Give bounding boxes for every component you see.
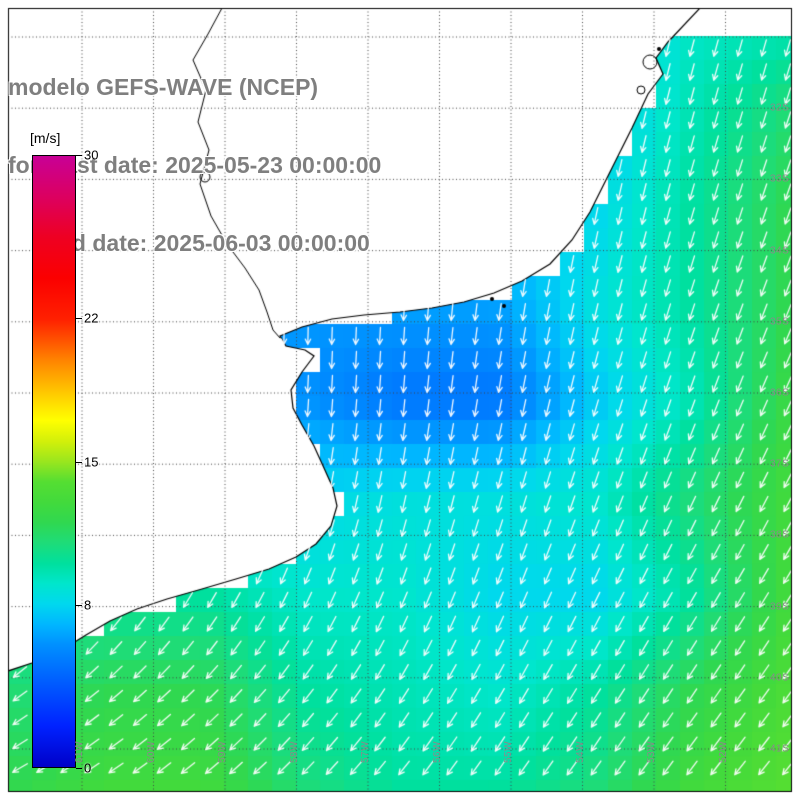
longitude-label: 54W — [574, 740, 586, 763]
longitude-label: 60W — [145, 740, 157, 763]
colorbar-tick-mark — [76, 461, 82, 463]
longitude-label: 56W — [431, 740, 443, 763]
longitude-label: 53W — [646, 740, 657, 763]
colorbar — [32, 155, 76, 768]
longitude-label: 57W — [360, 740, 371, 763]
longitude-label: 52W — [717, 740, 729, 763]
colorbar-tick-label: 22 — [84, 310, 99, 326]
latitude-label: 38S — [770, 529, 790, 541]
latitude-label: 40S — [770, 672, 790, 684]
colorbar-unit-label: [m/s] — [30, 130, 61, 146]
longitude-label: 61W — [74, 740, 85, 763]
latitude-label: 37S — [770, 458, 790, 470]
colorbar-tick-label: 8 — [84, 597, 92, 613]
latitude-label: 34S — [770, 245, 790, 257]
latitude-label: 33S — [770, 173, 790, 185]
colorbar-tick-label: 30 — [84, 147, 99, 163]
colorbar-tick-mark — [76, 768, 82, 769]
colorbar-tick-label: 15 — [84, 454, 99, 469]
latitude-label: 39S — [770, 601, 790, 613]
longitude-label: 59W — [217, 740, 228, 763]
latitude-label: 36S — [770, 387, 790, 399]
colorbar-tick-mark — [76, 604, 82, 606]
model-name: modelo GEFS-WAVE (NCEP) — [8, 74, 319, 100]
colorbar-tick-label: 0 — [84, 760, 92, 776]
longitude-label: 58W — [288, 740, 300, 763]
colorbar-tick-mark — [76, 318, 82, 320]
latitude-label: 41S — [770, 743, 790, 755]
latitude-label: 32S — [770, 102, 790, 114]
longitude-label: 55W — [503, 740, 514, 763]
colorbar-tick-mark — [76, 155, 82, 156]
latitude-label: 35S — [770, 316, 790, 328]
